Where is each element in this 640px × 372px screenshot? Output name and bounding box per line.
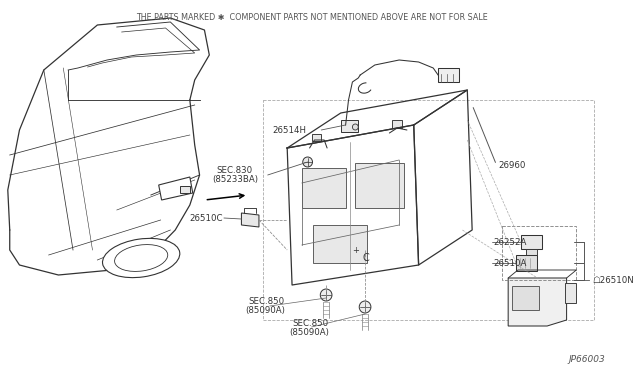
Circle shape <box>353 124 358 130</box>
Text: (85090A): (85090A) <box>245 307 285 315</box>
Ellipse shape <box>115 244 168 272</box>
Bar <box>314 225 367 263</box>
Text: ☖26510N: ☖26510N <box>592 276 634 285</box>
Text: THE PARTS MARKED ✱  COMPONENT PARTS NOT MENTIONED ABOVE ARE NOT FOR SALE: THE PARTS MARKED ✱ COMPONENT PARTS NOT M… <box>136 13 488 22</box>
Text: (85233BA): (85233BA) <box>212 174 258 183</box>
Circle shape <box>303 157 312 167</box>
Text: SEC.850: SEC.850 <box>292 318 328 327</box>
Ellipse shape <box>102 238 180 278</box>
Polygon shape <box>241 213 259 227</box>
Text: 26514H: 26514H <box>273 125 307 135</box>
Circle shape <box>359 301 371 313</box>
Text: SEC.830: SEC.830 <box>216 166 252 174</box>
Text: 26510C: 26510C <box>190 214 223 222</box>
Bar <box>312 134 321 141</box>
Bar <box>438 68 460 82</box>
Polygon shape <box>159 177 193 200</box>
Circle shape <box>320 289 332 301</box>
Bar <box>180 186 190 193</box>
Text: (85090A): (85090A) <box>289 327 329 337</box>
Polygon shape <box>508 278 566 326</box>
Bar <box>516 255 538 271</box>
Text: 26510A: 26510A <box>493 259 527 267</box>
Bar <box>564 283 577 303</box>
Bar <box>392 120 402 128</box>
Bar <box>355 163 404 208</box>
Text: C: C <box>363 253 369 263</box>
Bar <box>525 249 538 255</box>
Text: +: + <box>352 246 359 254</box>
Bar <box>512 286 540 310</box>
Text: JP66003: JP66003 <box>569 355 605 364</box>
Text: 26252A: 26252A <box>493 237 527 247</box>
Text: SEC.850: SEC.850 <box>248 298 284 307</box>
Bar <box>302 168 346 208</box>
Bar <box>340 120 358 132</box>
Bar <box>263 100 594 320</box>
Bar <box>521 235 542 249</box>
Text: 26960: 26960 <box>499 160 526 170</box>
